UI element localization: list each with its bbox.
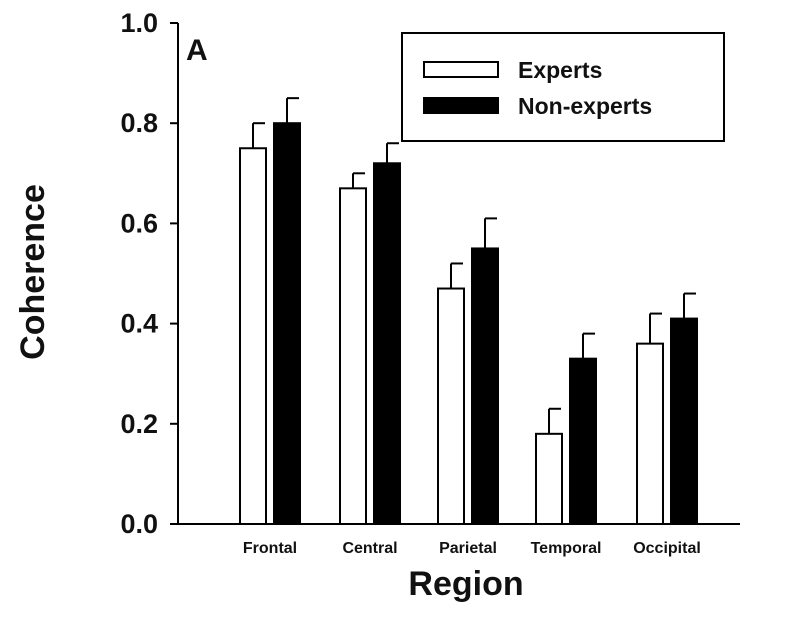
legend-swatch-experts: [423, 61, 499, 78]
x-tick-label: Temporal: [531, 540, 602, 557]
bar-experts-occipital: [636, 342, 664, 526]
y-tick-label: 1.0: [120, 8, 158, 38]
legend-label-non-experts: Non-experts: [518, 93, 652, 119]
y-tick-label: 0.6: [120, 208, 158, 238]
legend-label-experts: Experts: [518, 57, 602, 83]
plot-area: [239, 97, 698, 526]
x-axis-title: Region: [408, 565, 523, 603]
y-ticks: 0.0 0.2 0.4 0.6 0.8 1.0: [120, 8, 178, 539]
x-tick-label: Frontal: [243, 540, 297, 557]
y-tick-label: 0.2: [120, 409, 158, 439]
axes: [177, 23, 740, 525]
bar-experts-central: [339, 187, 367, 526]
bar-experts-frontal: [239, 147, 267, 525]
panel-label: A: [186, 34, 208, 67]
x-tick-labels: Frontal Central Parietal Temporal Occipital: [243, 540, 701, 557]
bar-non-experts-central: [373, 162, 401, 525]
y-axis-title: Coherence: [14, 184, 52, 360]
x-tick-label: Parietal: [439, 540, 497, 557]
bar-non-experts-frontal: [273, 122, 301, 525]
bar-non-experts-occipital: [670, 317, 698, 525]
bar-non-experts-temporal: [569, 357, 597, 526]
x-tick-label: Central: [342, 540, 397, 557]
y-tick-label: 0.8: [120, 108, 158, 138]
bar-non-experts-parietal: [471, 247, 499, 525]
bar-experts-temporal: [535, 432, 563, 526]
x-tick-label: Occipital: [633, 540, 701, 557]
bar-experts-parietal: [437, 287, 465, 525]
y-tick-label: 0.4: [120, 309, 158, 339]
legend-box: [401, 32, 725, 142]
legend: Experts Non-experts: [401, 32, 725, 142]
y-tick-label: 0.0: [120, 509, 158, 539]
legend-swatch-non-experts: [423, 97, 499, 114]
